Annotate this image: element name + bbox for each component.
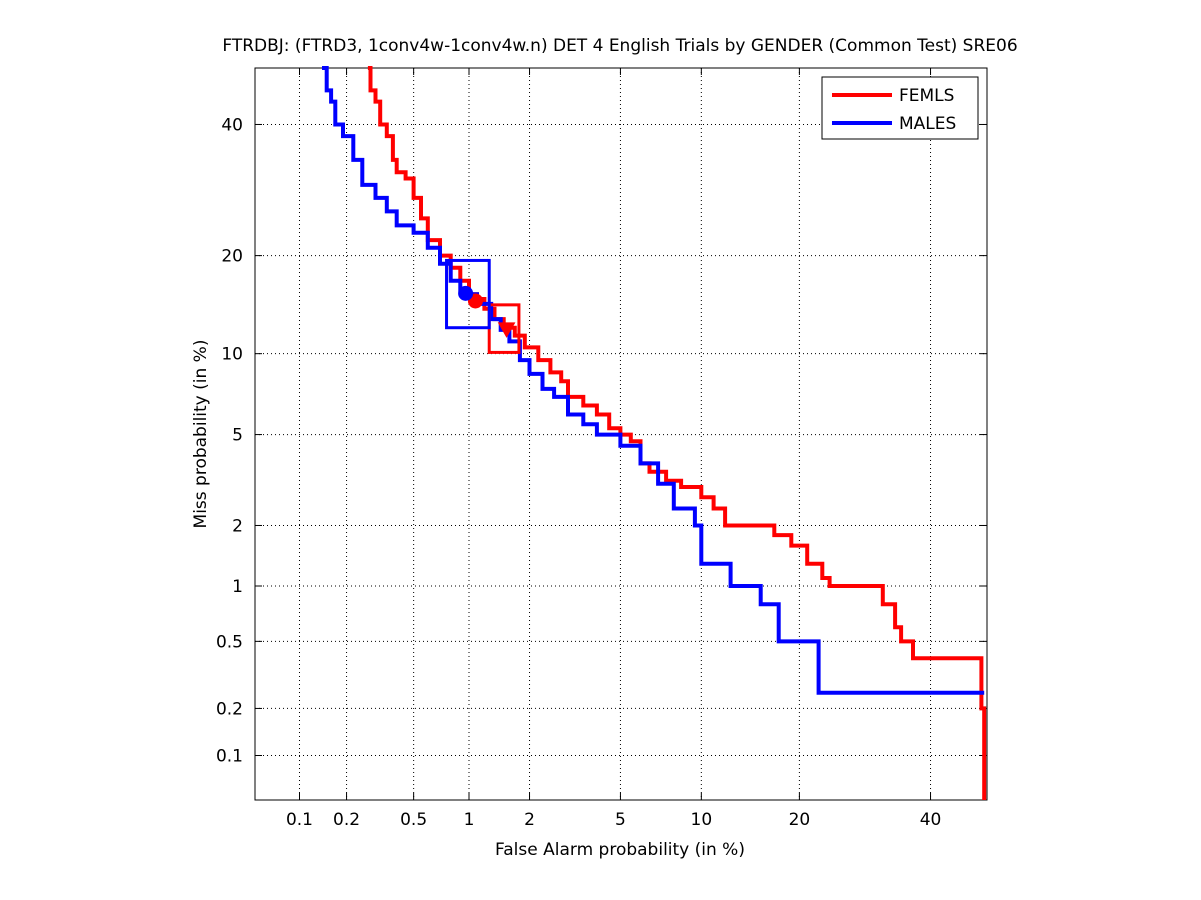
x-tick-label: 2: [524, 810, 535, 830]
x-tick-label: 0.5: [400, 810, 427, 830]
plot-frame: [254, 67, 988, 801]
x-tick-label: 0.1: [286, 810, 313, 830]
x-tick-label: 0.2: [333, 810, 360, 830]
y-tick-label: 2: [232, 516, 243, 536]
x-axis-label: False Alarm probability (in %): [495, 840, 745, 860]
confidence-box-layer: [445, 258, 521, 354]
x-tick-label: 1: [464, 810, 475, 830]
y-tick-label: 0.1: [216, 747, 243, 767]
x-tick-label: 10: [691, 810, 713, 830]
y-tick-label: 0.2: [216, 699, 243, 719]
x-tick-label: 5: [615, 810, 626, 830]
y-tick-label: 40: [221, 115, 243, 135]
confidence-box-males: [445, 258, 491, 330]
det-curve-males: [322, 66, 985, 695]
y-tick-label: 1: [232, 577, 243, 597]
legend-box: [821, 76, 979, 140]
y-tick-label: 20: [221, 247, 243, 267]
y-tick-label: 10: [221, 345, 243, 365]
operating-point-femls-triangle: [497, 322, 516, 338]
series-layer: [322, 66, 987, 800]
x-tick-label: 20: [789, 810, 811, 830]
chart-title: FTRDBJ: (FTRD3, 1conv4w-1conv4w.n) DET 4…: [222, 36, 1017, 56]
operating-point-males: [458, 285, 474, 301]
operating-point-layer: [458, 285, 516, 338]
operating-point-femls: [467, 293, 483, 309]
y-tick-label: 5: [232, 426, 243, 446]
y-axis-label: Miss probability (in %): [191, 340, 211, 529]
legend: FEMLS MALES: [821, 76, 979, 140]
axis-ticks: 0.1 0.2 0.5 1 2 5 10 20 40 0.1 0.2 0.5 1 2 5 10 20 40: [216, 68, 987, 830]
legend-label-femls: FEMLS: [899, 86, 954, 106]
det-curve-femls: [367, 66, 987, 800]
legend-label-males: MALES: [899, 114, 956, 134]
y-tick-label: 0.5: [216, 632, 243, 652]
x-tick-label: 40: [920, 810, 942, 830]
